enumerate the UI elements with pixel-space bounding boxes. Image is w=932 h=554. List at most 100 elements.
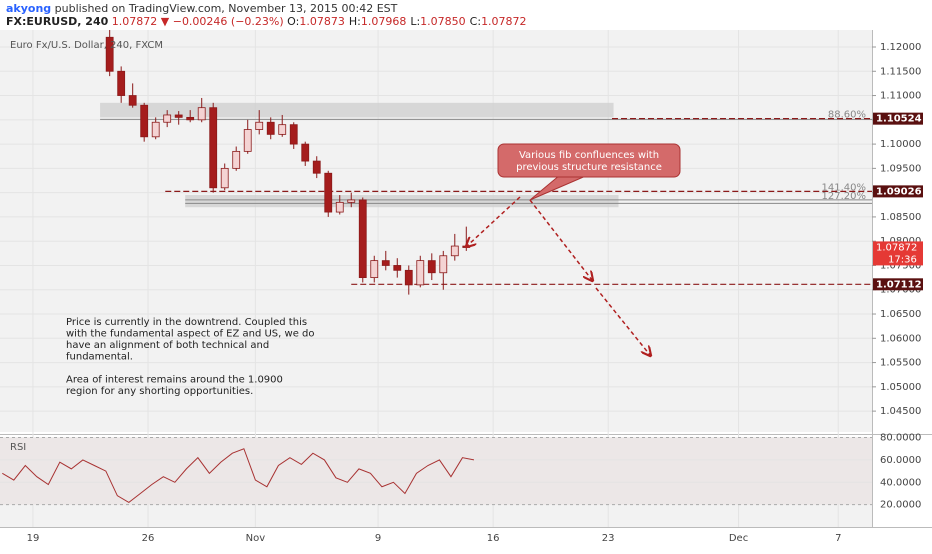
callout — [497, 143, 681, 178]
price-label-bg — [873, 185, 923, 198]
candle-body — [220, 167, 229, 189]
candle-body — [186, 116, 195, 121]
y-tick-label: 1.12000 — [880, 42, 921, 53]
price-label: 1.07112 — [876, 279, 922, 290]
candle-body — [335, 201, 344, 213]
symbol: FX:EURUSD, 240 — [6, 15, 109, 28]
candle-body — [450, 245, 459, 257]
candle-body — [232, 150, 241, 169]
fib-label: 88.60% — [828, 110, 866, 121]
y-tick-label: 1.04500 — [880, 406, 921, 417]
callout-text: Various fib confluences with — [519, 150, 659, 161]
callout-text: previous structure resistance — [516, 162, 662, 173]
candle-body — [151, 121, 160, 138]
arrows — [467, 196, 650, 355]
note-text: region for any shorting opportunities. — [66, 386, 253, 397]
y-tick-label: 20.0000 — [880, 500, 921, 511]
y-tick-label: 1.11000 — [880, 91, 921, 102]
candle-body — [370, 260, 379, 279]
y-tick-label: 1.07500 — [880, 260, 921, 271]
candle-body — [243, 129, 252, 152]
x-tick-label: 23 — [602, 533, 615, 544]
ohlc-key: H: — [349, 15, 361, 28]
fib-label: 127.20% — [822, 191, 867, 202]
published: published on TradingView.com, November 1… — [55, 2, 398, 15]
candle-body — [105, 36, 114, 72]
candle-body — [347, 199, 356, 203]
y-tick-label: 80.0000 — [880, 433, 921, 444]
x-tick-label: Nov — [246, 533, 266, 544]
ohlc-key: L: — [410, 15, 420, 28]
candle-body — [324, 172, 333, 213]
x-tick-label: Dec — [729, 533, 748, 544]
x-tick-label: 19 — [27, 533, 40, 544]
x-tick-label: 7 — [835, 533, 841, 544]
arrow — [467, 196, 521, 246]
price-label: 1.09026 — [876, 186, 922, 197]
note-text: fundamental. — [66, 352, 133, 363]
candle-body — [128, 95, 137, 106]
y-tick-label: 1.11500 — [880, 66, 921, 77]
candle-body — [255, 121, 264, 130]
y-tick-label: 1.09500 — [880, 163, 921, 174]
candle-body — [427, 260, 436, 274]
candle-body — [462, 245, 471, 248]
header-line: akyong published on TradingView.com, Nov… — [6, 2, 398, 15]
candle-body — [289, 124, 298, 145]
rsi-line — [2, 448, 475, 504]
note-text: with the fundamental aspect of EZ and US… — [66, 329, 315, 340]
ohlc-value: 1.07872 — [481, 15, 527, 28]
zone — [100, 102, 614, 118]
y-tick-label: 1.05000 — [880, 382, 921, 393]
ohlc-value: 1.07873 — [299, 15, 345, 28]
last-price-bg — [873, 241, 923, 266]
candle-body — [174, 114, 183, 118]
candle-body — [393, 265, 402, 271]
rsi-title: RSI — [10, 442, 26, 453]
ohlc-value: 1.07850 — [420, 15, 466, 28]
ohlc-key: C: — [470, 15, 481, 28]
arrow — [529, 199, 592, 280]
candle-body — [312, 160, 321, 174]
fib-label: 141.40% — [822, 182, 867, 193]
y-tick-label: 1.06500 — [880, 309, 921, 320]
last-price-label: 1.07872 — [876, 242, 917, 253]
x-tick-label: 26 — [142, 533, 155, 544]
note-text: have an alignment of both technical and — [66, 340, 269, 351]
candle-body — [278, 124, 287, 135]
x-tick-label: 16 — [487, 533, 500, 544]
header-quote: FX:EURUSD, 240 1.07872 ▼ −0.00246 (−0.23… — [6, 15, 527, 28]
ohlc-value: 1.07968 — [361, 15, 407, 28]
candle-body — [197, 107, 206, 121]
price-pane — [0, 30, 872, 432]
candle-body — [416, 260, 425, 286]
y-tick-label: 1.08500 — [880, 212, 921, 223]
candle-body — [163, 114, 172, 123]
price-label: 1.10524 — [876, 114, 922, 125]
author: akyong — [6, 2, 51, 15]
candle-body — [209, 107, 218, 189]
note-text: Area of interest remains around the 1.09… — [66, 375, 283, 386]
arrow — [595, 287, 650, 355]
price-label-bg — [873, 112, 923, 125]
y-tick-label: 1.05500 — [880, 358, 921, 369]
candle-body — [358, 199, 367, 279]
y-tick-label: 1.10000 — [880, 139, 921, 150]
pane-title: Euro Fx/U.S. Dollar, 240, FXCM — [10, 40, 163, 51]
candle-body — [439, 255, 448, 274]
candle-body — [381, 260, 390, 266]
y-tick-label: 40.0000 — [880, 477, 921, 488]
y-tick-label: 1.06000 — [880, 333, 921, 344]
candle-body — [140, 104, 149, 138]
price-label-bg — [873, 278, 923, 291]
candle-body — [404, 269, 413, 286]
y-tick-label: 60.0000 — [880, 455, 921, 466]
note-text: Price is currently in the downtrend. Cou… — [66, 317, 307, 328]
countdown: 17:36 — [888, 254, 917, 265]
change: ▼ −0.00246 (−0.23%) — [161, 15, 284, 28]
zone — [185, 195, 619, 208]
x-tick-label: 9 — [375, 533, 381, 544]
ohlc-key: O: — [287, 15, 299, 28]
candle-body — [117, 70, 126, 96]
